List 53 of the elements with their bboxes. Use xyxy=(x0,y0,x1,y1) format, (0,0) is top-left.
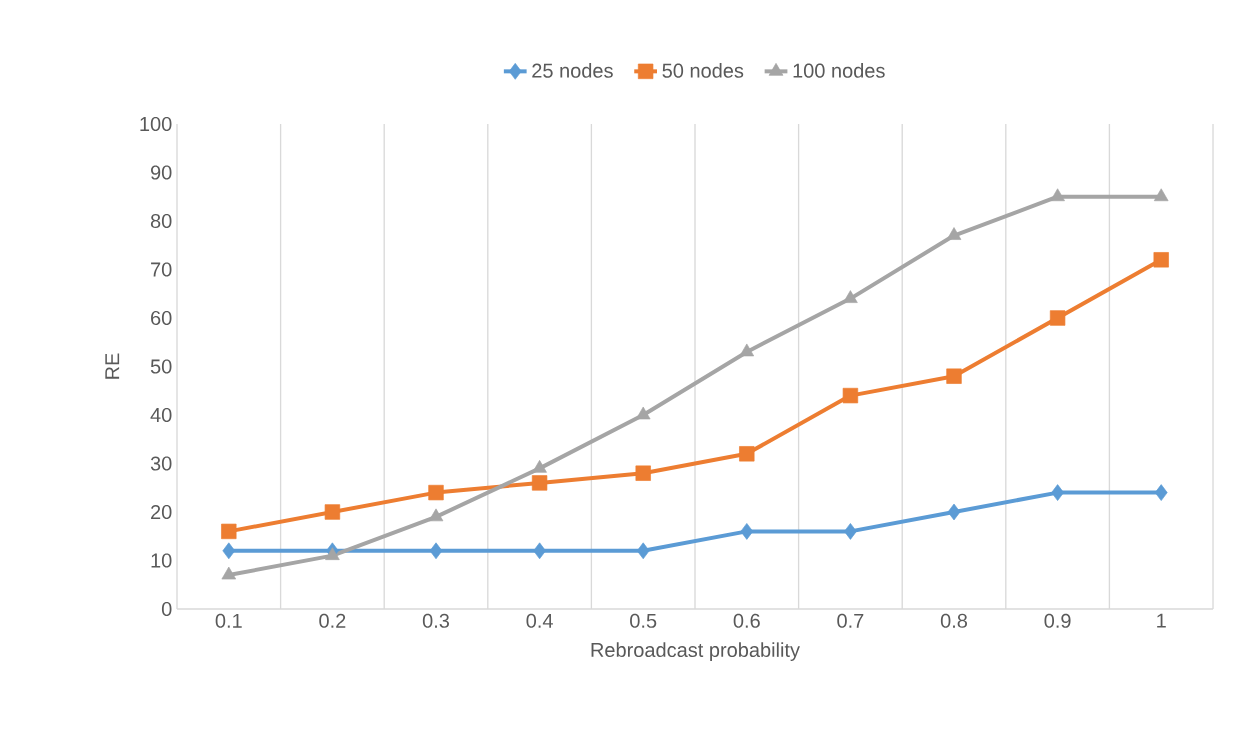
y-tick-label: 20 xyxy=(151,504,172,520)
x-tick-label: 1 xyxy=(1157,613,1166,628)
point xyxy=(428,484,444,501)
point xyxy=(739,446,755,462)
x-tick-label: 0.8 xyxy=(940,613,968,628)
y-tick-label: 30 xyxy=(150,456,172,471)
x-axis-title: Rebroadcast probability xyxy=(591,642,800,661)
x-tick-label: 0.6 xyxy=(733,613,760,628)
point xyxy=(946,227,962,240)
point xyxy=(740,523,754,540)
point xyxy=(635,406,651,420)
y-tick-label: 40 xyxy=(150,407,172,423)
x-tick-label: 0.3 xyxy=(422,613,450,628)
point xyxy=(533,542,546,560)
point xyxy=(1154,484,1168,501)
point xyxy=(428,508,444,522)
y-tick-label: 0 xyxy=(161,601,172,617)
x-tick-label: 0.9 xyxy=(1044,613,1071,628)
point xyxy=(843,290,858,303)
y-tick-label: 50 xyxy=(150,359,172,374)
legend-label: 25 nodes xyxy=(532,63,613,78)
point xyxy=(531,475,548,491)
x-tick-label: 0.2 xyxy=(319,613,346,628)
point xyxy=(1050,188,1065,202)
point xyxy=(324,504,341,520)
y-tick-label: 10 xyxy=(151,553,172,568)
point xyxy=(739,343,755,357)
y-axis-title: RE xyxy=(105,353,120,379)
y-tick-label: 60 xyxy=(151,310,172,326)
point xyxy=(947,503,961,521)
point xyxy=(844,523,857,540)
point xyxy=(636,542,650,560)
point xyxy=(221,523,237,540)
x-tick-label: 0.7 xyxy=(837,613,864,628)
point xyxy=(842,387,859,404)
point xyxy=(1153,188,1169,202)
x-tick-label: 0.5 xyxy=(630,613,657,628)
point xyxy=(429,542,443,560)
point xyxy=(1153,252,1169,268)
x-tick-label: 0.1 xyxy=(215,613,242,628)
point xyxy=(222,542,236,560)
legend-label: 50 nodes xyxy=(662,63,744,78)
y-tick-label: 90 xyxy=(150,165,172,180)
legend-label: 100 nodes xyxy=(793,63,885,78)
y-tick-label: 80 xyxy=(150,213,172,229)
point xyxy=(635,465,651,481)
y-tick-label: 100 xyxy=(140,116,172,132)
point xyxy=(532,460,547,473)
point xyxy=(1051,484,1064,501)
y-tick-label: 70 xyxy=(151,262,172,277)
point xyxy=(1049,310,1066,326)
x-tick-label: 0.4 xyxy=(526,613,553,628)
point xyxy=(946,368,962,384)
